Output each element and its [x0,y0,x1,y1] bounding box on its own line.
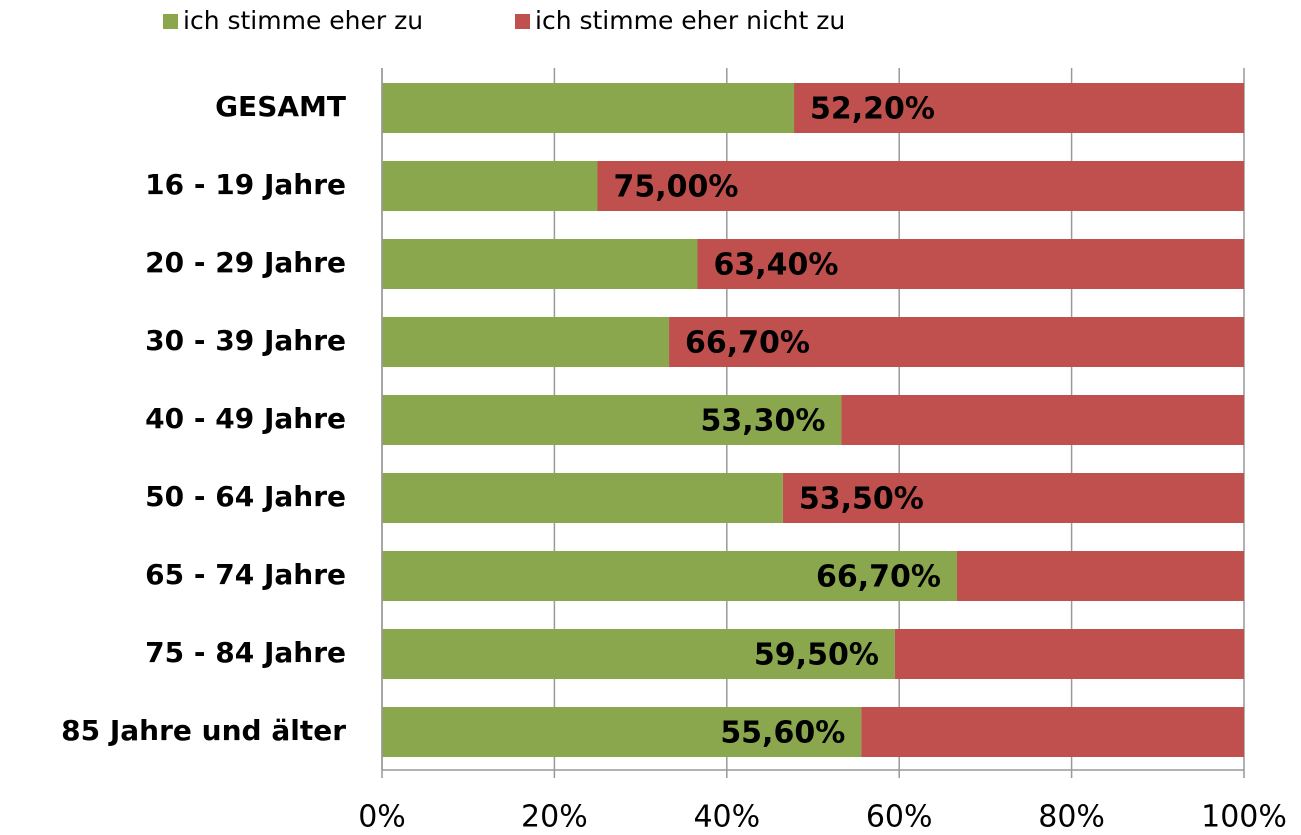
bar-segment [697,239,1244,289]
bar-segment [382,83,795,133]
bar-segment [382,707,862,757]
data-label: 75,00% [614,170,739,205]
bar-segment [382,395,842,445]
bar-segment [382,161,598,211]
data-label: 55,60% [720,716,845,751]
bar-segment [382,551,957,601]
y-tick-label: 75 - 84 Jahre [145,636,346,669]
y-tick-label: 16 - 19 Jahre [145,168,346,201]
bar-segment [841,395,1244,445]
bar-segment [382,473,783,523]
data-label: 53,30% [700,404,825,439]
y-tick-label: GESAMT [215,90,346,123]
x-tick-label: 100% [1201,800,1287,835]
bar-segment [382,629,895,679]
bar-segment [382,317,670,367]
data-label: 63,40% [713,248,838,283]
x-tick-label: 60% [866,800,933,835]
data-label: 53,50% [799,482,924,517]
bar-segment [669,317,1244,367]
y-tick-label: 65 - 74 Jahre [145,558,346,591]
legend-label: ich stimme eher zu [183,6,423,35]
legend-swatch [515,14,530,29]
bar-segment [894,629,1244,679]
bar-segment [382,239,698,289]
data-label: 59,50% [754,638,879,673]
bar-segment [794,83,1244,133]
bar-segment [597,161,1244,211]
bar-segment [956,551,1244,601]
x-tick-label: 80% [1038,800,1105,835]
x-tick-label: 20% [521,800,588,835]
bar-segment [782,473,1244,523]
x-tick-label: 0% [358,800,406,835]
y-tick-label: 50 - 64 Jahre [145,480,346,513]
y-tick-label: 85 Jahre und älter [61,714,346,747]
x-tick-label: 40% [693,800,760,835]
data-label: 66,70% [685,326,810,361]
data-label: 66,70% [816,560,941,595]
legend-label: ich stimme eher nicht zu [535,6,845,35]
legend-swatch [163,14,178,29]
y-tick-label: 40 - 49 Jahre [145,402,346,435]
y-tick-label: 20 - 29 Jahre [145,246,346,279]
data-label: 52,20% [810,92,935,127]
bar-segment [861,707,1244,757]
y-tick-label: 30 - 39 Jahre [145,324,346,357]
